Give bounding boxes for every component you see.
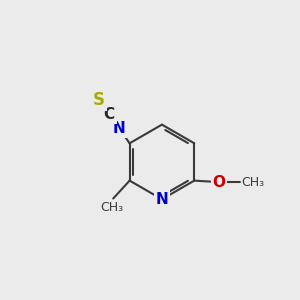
Text: O: O <box>212 175 225 190</box>
Text: CH₃: CH₃ <box>100 201 123 214</box>
Text: S: S <box>93 91 105 109</box>
Text: C: C <box>104 107 115 122</box>
Text: CH₃: CH₃ <box>242 176 265 189</box>
Text: N: N <box>156 192 168 207</box>
Text: N: N <box>113 121 125 136</box>
